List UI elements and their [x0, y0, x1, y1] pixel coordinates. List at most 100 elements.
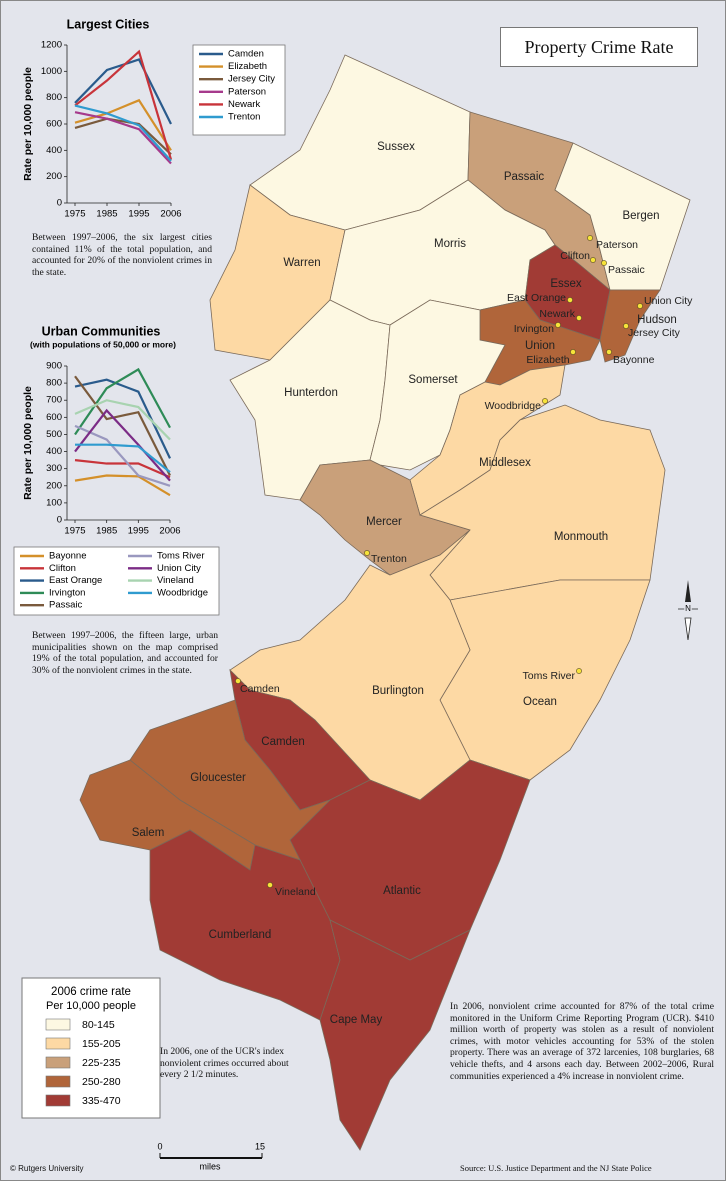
series-line: [74, 117, 172, 156]
map-title: Property Crime Rate: [500, 27, 698, 67]
county-label: Essex: [550, 278, 582, 290]
city-dot: [364, 550, 370, 556]
series-line: [74, 98, 172, 151]
legend-label: Newark: [228, 99, 260, 110]
county-label: Cumberland: [209, 929, 272, 941]
legend-label: Paterson: [228, 86, 266, 97]
x-tick-label: 1975: [64, 209, 85, 220]
series-line: [74, 111, 172, 165]
city-label: Irvington: [514, 323, 554, 335]
legend-label: 225-235: [82, 1057, 121, 1069]
y-tick-label: 200: [46, 480, 62, 491]
county-label: Middlesex: [479, 457, 531, 469]
y-tick-label: 800: [46, 92, 62, 103]
chart-title: Urban Communities: [42, 324, 161, 338]
source: Source: U.S. Justice Department and the …: [460, 1163, 652, 1173]
ucr-note: In 2006, one of the UCR's index nonviole…: [160, 1046, 289, 1081]
county-label: Monmouth: [554, 531, 608, 543]
series-line: [74, 474, 171, 497]
y-tick-label: 600: [46, 119, 62, 130]
legend-label: 250-280: [82, 1076, 121, 1088]
y-axis-label: Rate per 10,000 people: [22, 386, 34, 500]
chart-note: Between 1997–2006, the fifteen large, ur…: [32, 630, 218, 676]
city-label: Vineland: [275, 886, 316, 898]
y-tick-label: 300: [46, 463, 62, 474]
city-dot: [267, 882, 273, 888]
legend-label: Union City: [157, 563, 201, 574]
city-dot: [567, 297, 573, 303]
legend-label: East Orange: [49, 575, 102, 586]
city-dot: [576, 315, 582, 321]
county-label: Hudson: [637, 314, 677, 326]
city-label: Trenton: [371, 553, 407, 565]
county-label: Warren: [283, 257, 320, 269]
county-label: Ocean: [523, 696, 557, 708]
city-label: Woodbridge: [485, 400, 542, 412]
compass: N: [678, 580, 698, 641]
county-label: Gloucester: [190, 772, 246, 784]
y-axis-label: Rate per 10,000 people: [22, 67, 34, 181]
city-label: Elizabeth: [526, 354, 569, 366]
legend-label: Trenton: [228, 112, 260, 123]
series-line: [74, 399, 171, 441]
compass-arrow: [685, 580, 691, 602]
city-dot: [601, 260, 607, 266]
series-line: [74, 104, 172, 162]
map-legend: 2006 crime rate Per 10,000 people 80-145…: [21, 977, 161, 1119]
y-tick-label: 1000: [41, 66, 62, 77]
scale-tick-label: 15: [255, 1141, 265, 1151]
county-label: Sussex: [377, 141, 415, 153]
y-tick-label: 400: [46, 446, 62, 457]
legend-subtitle: Per 10,000 people: [46, 1000, 136, 1012]
summary-note: In 2006, nonviolent crime accounted for …: [450, 1001, 714, 1082]
city-dot: [623, 323, 629, 329]
county-label: Passaic: [504, 171, 545, 183]
legend-label: Woodbridge: [157, 587, 208, 598]
county-label: Camden: [261, 736, 304, 748]
legend-label: Clifton: [49, 563, 76, 574]
county: [129, 699, 331, 861]
y-tick-label: 700: [46, 395, 62, 406]
legend-label: Jersey City: [228, 74, 275, 85]
city-dot: [542, 398, 548, 404]
y-tick-label: 100: [46, 497, 62, 508]
scale-bar: 0 15 miles: [157, 1141, 265, 1171]
county-label: Cape May: [330, 1014, 383, 1026]
series-line: [74, 375, 171, 477]
y-tick-label: 600: [46, 412, 62, 423]
y-tick-label: 200: [46, 171, 62, 182]
city-label: Paterson: [596, 239, 638, 251]
city-dot: [576, 668, 582, 674]
county-label: Atlantic: [383, 885, 421, 897]
legend-label: Elizabeth: [228, 61, 267, 72]
city-dot: [606, 349, 612, 355]
legend-label: Passaic: [49, 600, 83, 611]
compass-arrow: [684, 617, 692, 641]
county-label: Somerset: [408, 374, 458, 386]
city-dot: [587, 235, 593, 241]
series-line: [74, 378, 171, 459]
city-label: Toms River: [522, 670, 575, 682]
scale-tick-label: 0: [157, 1141, 162, 1151]
city-label: Newark: [539, 308, 575, 320]
series-line: [74, 459, 171, 479]
series-line: [74, 408, 171, 482]
legend-label: 80-145: [82, 1019, 115, 1031]
legend-box: [21, 977, 161, 1119]
legend-swatch: [45, 1075, 71, 1088]
y-tick-label: 0: [57, 515, 62, 526]
y-tick-label: 0: [57, 198, 62, 209]
county-label: Union: [525, 340, 555, 352]
legend-title: 2006 crime rate: [51, 986, 131, 998]
x-tick-label: 1985: [96, 526, 117, 537]
county-label: Burlington: [372, 685, 424, 697]
county: [319, 919, 471, 1151]
county-label: Salem: [132, 827, 165, 839]
city-label: Bayonne: [613, 354, 655, 366]
series-line: [75, 443, 171, 473]
chart-note: Between 1997–2006, the six largest citie…: [32, 232, 212, 278]
city-label: Union City: [644, 295, 693, 307]
city-dot: [555, 322, 561, 328]
